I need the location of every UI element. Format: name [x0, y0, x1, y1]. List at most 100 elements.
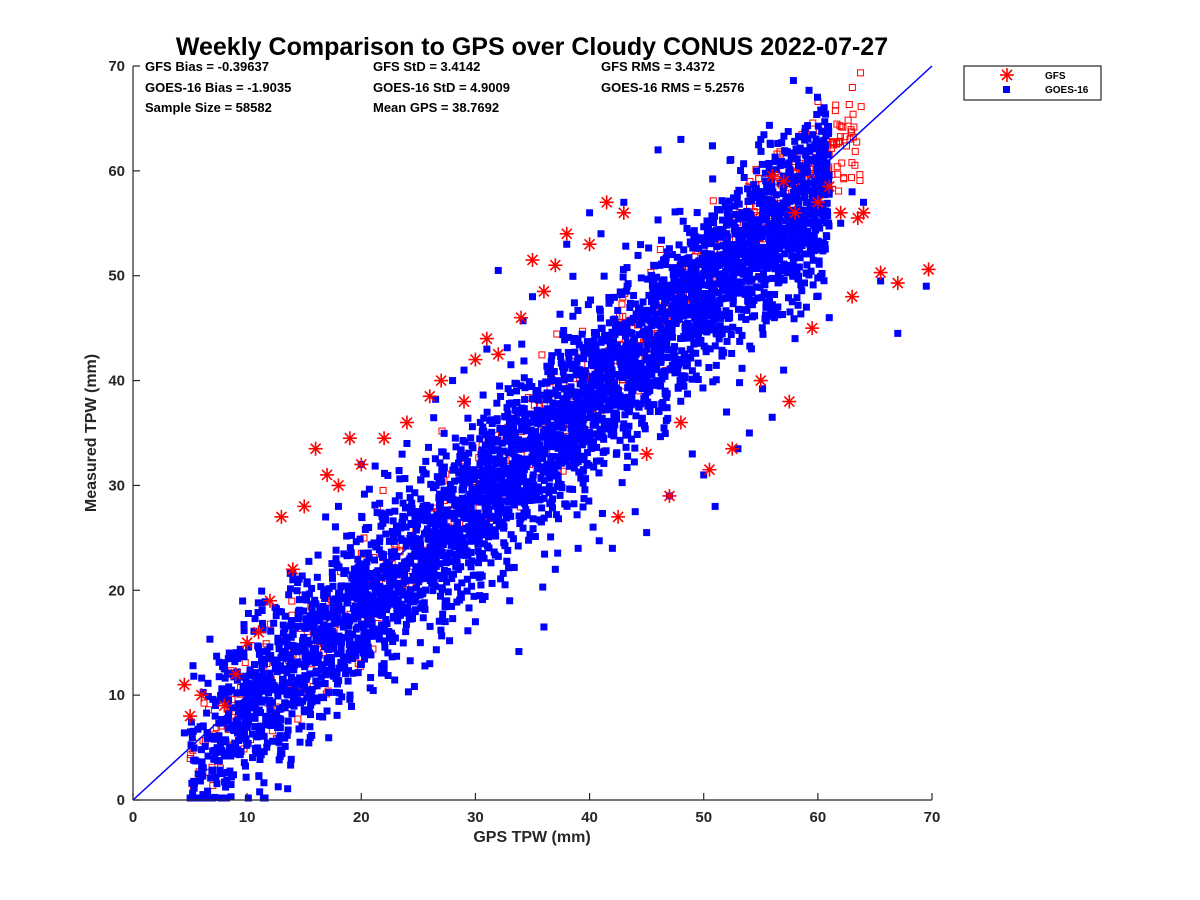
goes16-cloud-point	[610, 293, 618, 301]
goes16-cloud-point	[689, 244, 697, 252]
goes16-cloud-point	[590, 463, 598, 471]
goes16-cloud-point	[810, 232, 818, 240]
goes16-cloud-point	[702, 250, 710, 258]
goes16-cloud-point	[304, 637, 312, 645]
goes16-cloud-point	[337, 649, 345, 657]
goes16-cloud-point	[407, 552, 415, 560]
goes16-cloud-point	[642, 332, 650, 340]
goes16-cloud-point	[522, 482, 530, 490]
goes16-cloud-point	[661, 430, 669, 438]
goes16-cloud-point	[633, 383, 641, 391]
goes16-cloud-point	[532, 388, 540, 396]
gfs-cloud-point	[848, 128, 856, 136]
goes16-cloud-point	[317, 625, 325, 633]
goes16-cloud-point	[251, 701, 259, 709]
goes16-cloud-point	[581, 405, 589, 413]
goes16-cloud-point	[520, 357, 528, 365]
goes16-cloud-point	[626, 317, 634, 325]
goes16-cloud-point	[493, 399, 501, 407]
goes16-cloud-point	[232, 718, 240, 726]
goes16-cloud-point	[672, 364, 680, 372]
goes16-cloud-point	[662, 254, 670, 262]
goes16-cloud-point	[429, 557, 437, 565]
goes16-point	[711, 502, 719, 510]
goes16-cloud-point	[789, 188, 797, 196]
goes16-cloud-point	[559, 424, 567, 432]
goes16-cloud-point	[311, 669, 319, 677]
goes16-cloud-point	[710, 287, 718, 295]
goes16-cloud-point	[408, 499, 416, 507]
goes16-cloud-point	[467, 563, 475, 571]
goes16-point	[922, 282, 930, 290]
goes16-cloud-point	[267, 675, 275, 683]
goes16-cloud-point	[622, 242, 630, 250]
goes16-cloud-point	[727, 331, 735, 339]
goes16-cloud-point	[638, 414, 646, 422]
goes16-cloud-point	[333, 711, 341, 719]
goes16-cloud-point	[821, 118, 829, 126]
goes16-cloud-point	[301, 648, 309, 656]
goes16-cloud-point	[774, 269, 782, 277]
gfs-point	[308, 441, 323, 456]
goes16-cloud-point	[671, 208, 679, 216]
goes16-cloud-point	[707, 240, 715, 248]
goes16-cloud-point	[734, 305, 742, 313]
goes16-cloud-point	[733, 196, 741, 204]
goes16-cloud-point	[406, 537, 414, 545]
goes16-cloud-point	[574, 370, 582, 378]
goes16-cloud-point	[283, 665, 291, 673]
goes16-cloud-point	[785, 294, 793, 302]
goes16-cloud-point	[760, 131, 768, 139]
goes16-cloud-point	[768, 230, 776, 238]
goes16-cloud-point	[566, 373, 574, 381]
goes16-cloud-point	[745, 285, 753, 293]
goes16-cloud-point	[649, 307, 657, 315]
goes16-cloud-point	[260, 732, 268, 740]
goes16-cloud-point	[274, 783, 282, 791]
goes16-cloud-point	[654, 216, 662, 224]
goes16-cloud-point	[492, 460, 500, 468]
gfs-cloud-point	[559, 467, 567, 475]
goes16-cloud-point	[608, 341, 616, 349]
goes16-cloud-point	[692, 349, 700, 357]
goes16-cloud-point	[650, 261, 658, 269]
goes16-cloud-point	[375, 601, 383, 609]
goes16-cloud-point	[730, 219, 738, 227]
goes16-cloud-point	[675, 241, 683, 249]
goes16-cloud-point	[731, 230, 739, 238]
goes16-cloud-point	[348, 531, 356, 539]
goes16-cloud-point	[306, 734, 314, 742]
goes16-cloud-point	[799, 221, 807, 229]
goes16-cloud-point	[551, 460, 559, 468]
goes16-cloud-point	[509, 433, 517, 441]
goes16-cloud-point	[758, 160, 766, 168]
goes16-cloud-point	[508, 469, 516, 477]
goes16-cloud-point	[536, 496, 544, 504]
goes16-cloud-point	[762, 177, 770, 185]
goes16-cloud-point	[192, 794, 200, 802]
goes16-cloud-point	[676, 308, 684, 316]
goes16-cloud-point	[294, 696, 302, 704]
goes16-cloud-point	[787, 154, 795, 162]
goes16-cloud-point	[484, 437, 492, 445]
goes16-cloud-point	[763, 259, 771, 267]
goes16-cloud-point	[768, 301, 776, 309]
goes16-cloud-point	[312, 694, 320, 702]
goes16-cloud-point	[301, 591, 309, 599]
goes16-cloud-point	[365, 554, 373, 562]
goes16-cloud-point	[548, 504, 556, 512]
goes16-cloud-point	[438, 448, 446, 456]
goes16-cloud-point	[436, 592, 444, 600]
goes16-cloud-point	[645, 378, 653, 386]
goes16-cloud-point	[257, 722, 265, 730]
goes16-cloud-point	[396, 475, 404, 483]
goes16-cloud-point	[456, 530, 464, 538]
goes16-cloud-point	[776, 162, 784, 170]
goes16-cloud-point	[206, 635, 214, 643]
goes16-cloud-point	[224, 710, 232, 718]
goes16-cloud-point	[333, 669, 341, 677]
goes16-cloud-point	[332, 688, 340, 696]
goes16-cloud-point	[258, 664, 266, 672]
goes16-cloud-point	[628, 383, 636, 391]
goes16-cloud-point	[668, 307, 676, 315]
